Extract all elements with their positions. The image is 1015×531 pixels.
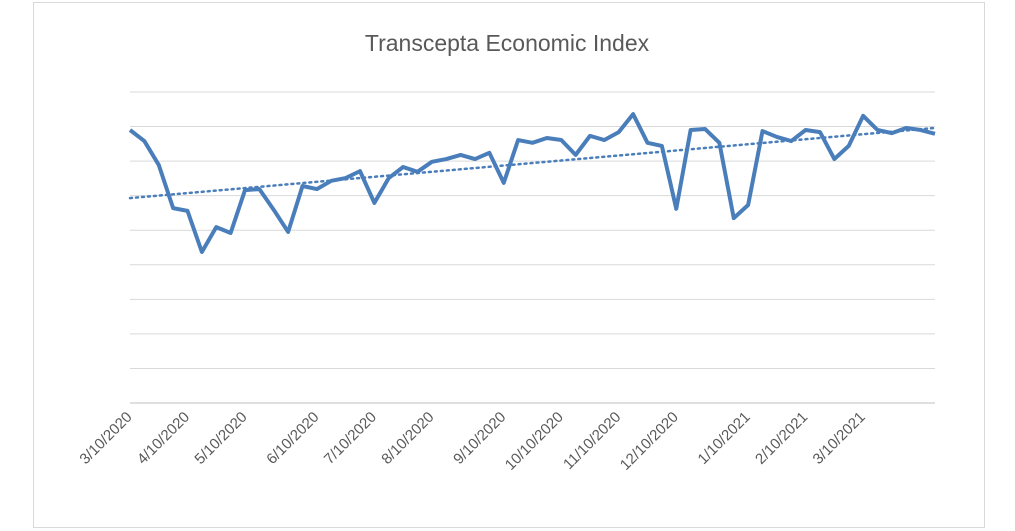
data-line [128,112,936,254]
trend-line [128,126,937,200]
chart-title: Transcepta Economic Index [365,30,650,56]
